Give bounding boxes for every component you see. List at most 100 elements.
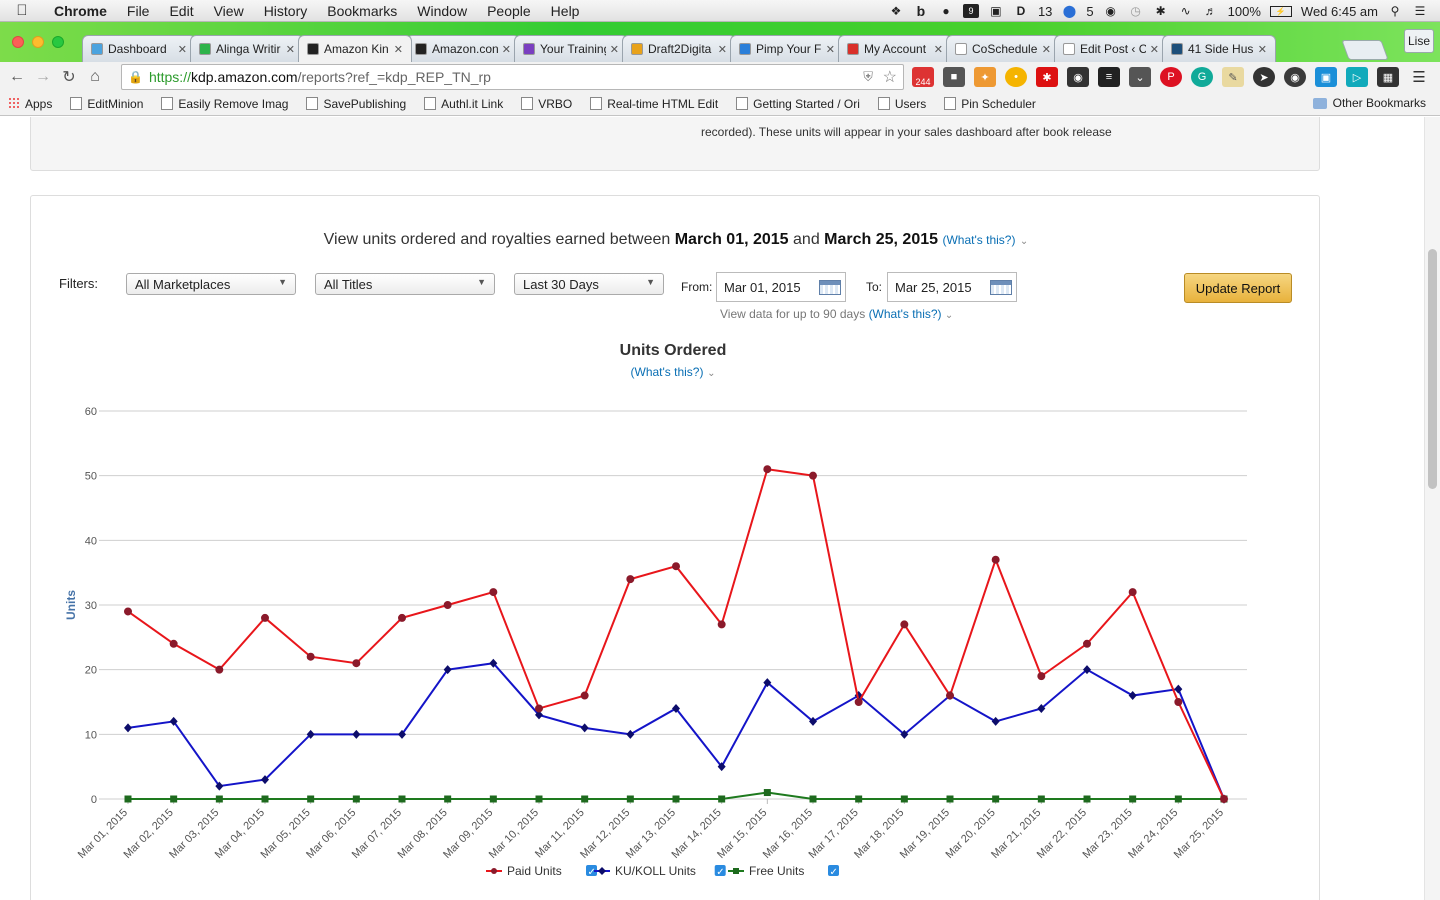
menu-view[interactable]: View — [213, 2, 244, 19]
profile-button[interactable]: Lise — [1404, 29, 1434, 53]
ku-koll-units-point[interactable] — [763, 678, 772, 688]
paid-units-point[interactable] — [535, 704, 543, 713]
ku-koll-units-point[interactable] — [1083, 665, 1091, 675]
paid-units-point[interactable] — [1174, 698, 1183, 706]
to-date-input[interactable]: Mar 25, 2015 — [887, 272, 1017, 302]
pinterest-extension-icon[interactable]: P — [1160, 67, 1182, 87]
menu-chrome[interactable]: Chrome — [54, 2, 107, 19]
paid-units-point[interactable] — [946, 691, 954, 700]
spotlight-search-icon[interactable]: ⚲ — [1390, 4, 1400, 18]
chevron-down-icon[interactable]: ⌄ — [944, 310, 954, 321]
browser-tab[interactable]: 41 Side Hus ✕ — [1162, 35, 1276, 62]
titles-select[interactable]: All Titles ▼ — [315, 273, 495, 295]
ku-koll-units-point[interactable] — [124, 723, 132, 733]
hat-icon[interactable]: ● — [942, 4, 950, 18]
paid-units-point[interactable] — [261, 613, 269, 622]
tab-close-icon[interactable]: ✕ — [1149, 43, 1159, 56]
buffer-extension-icon[interactable]: ≡ — [1098, 67, 1120, 87]
evernote-icon[interactable]: ◉ — [1105, 4, 1116, 18]
ku-koll-units-point[interactable] — [672, 703, 680, 713]
free-units-point[interactable] — [535, 795, 543, 803]
paid-units-point[interactable] — [809, 471, 817, 480]
ku-koll-units-point[interactable] — [215, 781, 224, 791]
browser-tab[interactable]: CoSchedule ✕ — [946, 35, 1060, 62]
color-picker-extension-icon[interactable]: ✦ — [974, 67, 996, 87]
browser-tab[interactable]: Amazon.con ✕ — [406, 35, 520, 62]
minimize-window-button[interactable] — [32, 36, 44, 48]
browser-tab[interactable]: Pimp Your F ✕ — [730, 35, 844, 62]
free-units-point[interactable] — [1083, 795, 1091, 803]
free-units-point[interactable] — [1174, 795, 1182, 803]
free-units-point[interactable] — [1037, 795, 1045, 803]
menu-people[interactable]: People — [487, 2, 531, 19]
ku-koll-units-point[interactable] — [443, 665, 452, 675]
free-units-point[interactable] — [1129, 795, 1137, 803]
ku-koll-units-point[interactable] — [900, 729, 909, 739]
lastpass-extension-icon[interactable]: ✱ — [1036, 67, 1058, 87]
tab-close-icon[interactable]: ✕ — [177, 43, 187, 56]
menu-history[interactable]: History — [263, 2, 308, 19]
reload-icon[interactable]: ↻ — [62, 69, 76, 86]
free-units-point[interactable] — [170, 795, 178, 803]
circle-extension-icon[interactable]: ◉ — [1284, 67, 1306, 87]
whats-this-link[interactable]: (What's this?) — [942, 233, 1016, 247]
pocket-extension-icon[interactable]: ⌄ — [1129, 67, 1151, 87]
bookmark-item[interactable]: Getting Started / Ori — [736, 97, 860, 111]
free-units-point[interactable] — [215, 795, 223, 803]
tab-close-icon[interactable]: ✕ — [717, 43, 727, 56]
b-app-icon[interactable]: b — [916, 3, 926, 19]
ku-koll-units-point[interactable] — [169, 716, 178, 726]
wifi-icon[interactable]: ∿ — [1180, 4, 1191, 18]
paid-units-point[interactable] — [763, 465, 772, 474]
tab-close-icon[interactable]: ✕ — [825, 43, 835, 56]
from-date-input[interactable]: Mar 01, 2015 — [716, 272, 846, 302]
browser-tab[interactable]: Draft2Digita ✕ — [622, 35, 736, 62]
teal-extension-icon[interactable]: ▷ — [1346, 67, 1368, 87]
paid-units-point[interactable] — [672, 562, 680, 571]
paid-units-point[interactable] — [1128, 588, 1137, 597]
paid-units-point[interactable] — [626, 575, 635, 584]
paid-units-point[interactable] — [352, 659, 361, 668]
time-machine-icon[interactable]: ◷ — [1130, 4, 1141, 18]
honey-extension-icon[interactable]: • — [1005, 67, 1027, 87]
grammarly-extension-icon[interactable]: G — [1191, 67, 1213, 87]
gmail-extension-icon[interactable]: 244 — [912, 67, 934, 87]
forward-arrow-icon[interactable]: → — [35, 68, 51, 85]
tab-close-icon[interactable]: ✕ — [609, 43, 619, 56]
ku-koll-units-point[interactable] — [809, 716, 817, 726]
legend-checkbox[interactable] — [828, 865, 839, 876]
ku-koll-units-point[interactable] — [352, 729, 361, 739]
address-bar[interactable]: 🔒 https:// kdp.amazon.com /reports?ref_=… — [121, 64, 904, 90]
legend-label[interactable]: Paid Units — [507, 864, 562, 878]
tab-close-icon[interactable]: ✕ — [933, 43, 943, 56]
tab-close-icon[interactable]: ✕ — [1041, 43, 1051, 56]
paid-units-point[interactable] — [169, 639, 178, 648]
rocket-extension-icon[interactable]: ➤ — [1253, 67, 1275, 87]
tab-close-icon[interactable]: ✕ — [501, 43, 511, 56]
apple-menu-icon[interactable]:  — [0, 2, 44, 19]
ku-koll-units-point[interactable] — [1174, 684, 1183, 694]
paid-units-point[interactable] — [306, 652, 315, 661]
menu-edit[interactable]: Edit — [169, 2, 194, 19]
browser-tab[interactable]: Your Training ✕ — [514, 35, 628, 62]
free-units-point[interactable] — [398, 795, 406, 803]
blue-square-extension-icon[interactable]: ▣ — [1315, 67, 1337, 87]
bookmark-item[interactable]: Authl.it Link — [424, 97, 503, 111]
close-window-button[interactable] — [12, 36, 24, 48]
browser-tab[interactable]: Amazon Kin ✕ — [298, 35, 412, 62]
free-units-point[interactable] — [672, 795, 680, 803]
hint-whats-this-link[interactable]: (What's this?) — [868, 307, 942, 321]
tab-close-icon[interactable]: ✕ — [285, 43, 295, 56]
d-app-icon[interactable]: D — [1016, 4, 1026, 18]
bookmark-star-icon[interactable]: ☆ — [882, 69, 897, 86]
free-units-point[interactable] — [718, 795, 726, 803]
free-units-point[interactable] — [855, 795, 863, 803]
ku-koll-units-point[interactable] — [1128, 691, 1137, 701]
free-units-point[interactable] — [946, 795, 954, 803]
calendar-app-icon[interactable]: 9 — [962, 4, 979, 18]
page-scrollbar[interactable] — [1424, 117, 1440, 900]
free-units-point[interactable] — [261, 795, 269, 803]
paid-units-point[interactable] — [854, 698, 863, 706]
clock[interactable]: Wed 6:45 am — [1300, 3, 1378, 19]
chart-whats-this-link[interactable]: (What's this?) — [630, 365, 704, 379]
